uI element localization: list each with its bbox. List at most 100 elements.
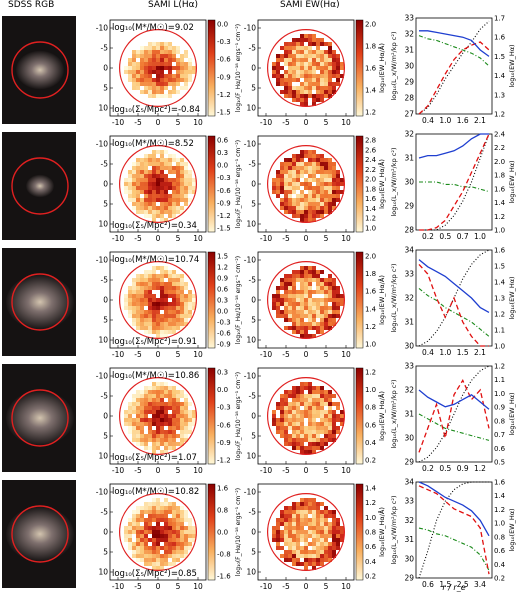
- flux-row3-pixel: [176, 286, 180, 290]
- profile-row3-xtick: 1.5: [457, 348, 469, 357]
- ew-row2-pixel: [276, 170, 280, 174]
- ew-row5-pixel: [300, 538, 304, 542]
- ew-row2-pixel: [312, 174, 316, 178]
- ew-row1-pixel: [312, 42, 316, 46]
- flux-row2-pixel: [132, 174, 136, 178]
- ew-row4-pixel: [308, 434, 312, 438]
- flux-row2-pixel: [156, 214, 160, 218]
- flux-row5-pixel: [140, 542, 144, 546]
- ew-row5-pixel: [304, 550, 308, 554]
- ew-row4-pixel: [328, 410, 332, 414]
- ew-row5-pixel: [328, 514, 332, 518]
- flux-row5-pixel: [168, 526, 172, 530]
- ew-row3-pixel: [292, 330, 296, 334]
- ew-row1-xtick-label: 0: [304, 118, 309, 127]
- ew-row5-pixel: [284, 538, 288, 542]
- flux-row2-pixel: [168, 182, 172, 186]
- ew-row2-pixel: [308, 170, 312, 174]
- flux-row4-pixel: [180, 438, 184, 442]
- flux-row5-pixel: [168, 510, 172, 514]
- flux-row3-pixel: [172, 298, 176, 302]
- ew-ylabel-row4: log₁₀(EW_Hα/Å): [377, 391, 386, 441]
- flux-row4-pixel: [184, 410, 188, 414]
- flux-row2-pixel: [184, 190, 188, 194]
- ew-row4-pixel: [272, 410, 276, 414]
- flux-row1-pixel: [172, 50, 176, 54]
- ew-row2-pixel: [308, 214, 312, 218]
- flux-row1-pixel: [144, 66, 148, 70]
- flux-row4-pixel: [180, 430, 184, 434]
- flux-row2-pixel: [148, 186, 152, 190]
- flux-row5-pixel: [176, 558, 180, 562]
- flux-row5-pixel: [132, 554, 136, 558]
- flux-row2-pixel: [152, 186, 156, 190]
- flux-row3-pixel: [160, 322, 164, 326]
- ew-row3-pixel: [296, 270, 300, 274]
- flux-row4-pixel: [184, 406, 188, 410]
- ew-row3-pixel: [316, 278, 320, 282]
- flux-row3-xtick-label: -10: [112, 350, 124, 359]
- ew-row1-pixel: [316, 66, 320, 70]
- ew-row5-pixel: [304, 558, 308, 562]
- ew-row5-pixel: [328, 546, 332, 550]
- flux-row4-pixel: [176, 398, 180, 402]
- flux-row4-pixel: [160, 434, 164, 438]
- ew-row1-pixel: [308, 46, 312, 50]
- ew-row3-pixel: [304, 306, 308, 310]
- flux-row2-pixel: [128, 194, 132, 198]
- flux-row1-xtick-label: -10: [112, 118, 124, 127]
- flux-row2-pixel: [132, 198, 136, 202]
- ew-row5-pixel: [328, 522, 332, 526]
- ew-row3-xtick-label: 0: [304, 350, 309, 359]
- flux-row2-pixel: [140, 170, 144, 174]
- ew-row4-pixel: [280, 434, 284, 438]
- flux-row1-pixel: [184, 62, 188, 66]
- flux-row5-pixel: [164, 518, 168, 522]
- ew-ylabel-row5: log₁₀(EW_Hα/Å): [377, 507, 386, 557]
- flux-row4-pixel: [188, 402, 192, 406]
- flux-row5-pixel: [132, 550, 136, 554]
- ew-row4-pixel: [316, 414, 320, 418]
- flux-row2-pixel: [152, 218, 156, 222]
- ew-row4-pixel: [340, 410, 344, 414]
- profile-row5-ylabel-left: log₁₀(L_x/W/m²/kp c²): [390, 496, 398, 565]
- flux-row2-pixel: [152, 166, 156, 170]
- ew-row2-pixel: [280, 182, 284, 186]
- flux-row4-pixel: [124, 422, 128, 426]
- flux-row3-pixel: [152, 326, 156, 330]
- ew-row2-pixel: [328, 190, 332, 194]
- ew-row2-xtick-label: 5: [324, 234, 329, 243]
- flux-row5-pixel: [148, 550, 152, 554]
- ew-row1-pixel: [336, 62, 340, 66]
- ew-row1-pixel: [280, 74, 284, 78]
- flux-row2-pixel: [124, 178, 128, 182]
- ew-row5-pixel: [296, 550, 300, 554]
- flux-row4-pixel: [148, 402, 152, 406]
- flux-row1-pixel: [156, 94, 160, 98]
- ew-row3-pixel: [308, 334, 312, 338]
- profile-row5-ytick-left: 32: [404, 516, 414, 525]
- flux-row3-pixel: [148, 310, 152, 314]
- ew-row5-pixel: [292, 514, 296, 518]
- ew-row2-pixel: [284, 198, 288, 202]
- flux-row4-pixel: [184, 422, 188, 426]
- flux-row1-pixel: [184, 50, 188, 54]
- flux-row5-pixel: [176, 542, 180, 546]
- flux-row3-pixel: [176, 318, 180, 322]
- flux-row3-pixel: [152, 310, 156, 314]
- flux-row3-pixel: [152, 286, 156, 290]
- ew-row3-pixel: [284, 298, 288, 302]
- ew-row2-pixel: [336, 178, 340, 182]
- flux-row2-pixel: [156, 158, 160, 162]
- flux-row1-pixel: [160, 94, 164, 98]
- ew-row4-pixel: [276, 430, 280, 434]
- flux-row2-pixel: [172, 214, 176, 218]
- ew-row4-pixel: [316, 434, 320, 438]
- ew-row5-pixel: [336, 526, 340, 530]
- ew-row5-pixel: [312, 514, 316, 518]
- flux-row3-pixel: [144, 330, 148, 334]
- ew-row3-pixel: [332, 282, 336, 286]
- flux-row1-pixel: [180, 54, 184, 58]
- ew-row1-pixel: [308, 62, 312, 66]
- flux-row5-pixel: [152, 502, 156, 506]
